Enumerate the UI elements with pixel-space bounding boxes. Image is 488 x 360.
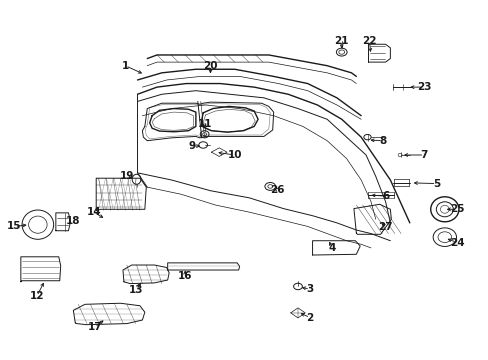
Text: 2: 2: [306, 312, 313, 323]
Text: 11: 11: [197, 118, 211, 129]
Text: 4: 4: [327, 243, 335, 253]
Text: 15: 15: [7, 221, 22, 231]
Text: 27: 27: [377, 222, 392, 232]
Text: 24: 24: [449, 238, 463, 248]
Text: 21: 21: [334, 36, 348, 46]
Text: 22: 22: [362, 36, 376, 46]
Text: 10: 10: [227, 150, 242, 160]
Text: 14: 14: [86, 207, 101, 217]
Text: 25: 25: [449, 204, 463, 214]
Text: 18: 18: [66, 216, 81, 226]
Text: 6: 6: [381, 191, 388, 201]
Text: 12: 12: [30, 291, 44, 301]
Text: 16: 16: [178, 271, 192, 282]
Text: 20: 20: [203, 61, 217, 71]
Text: 1: 1: [122, 61, 129, 71]
Text: 19: 19: [120, 171, 134, 181]
Text: 8: 8: [379, 136, 386, 146]
Text: 3: 3: [306, 284, 313, 294]
Text: 5: 5: [432, 179, 439, 189]
Text: 26: 26: [270, 185, 284, 195]
Text: 17: 17: [87, 322, 102, 332]
Text: 7: 7: [420, 150, 427, 160]
Text: 23: 23: [416, 82, 431, 92]
Text: 13: 13: [129, 285, 143, 295]
Text: 9: 9: [188, 141, 196, 151]
